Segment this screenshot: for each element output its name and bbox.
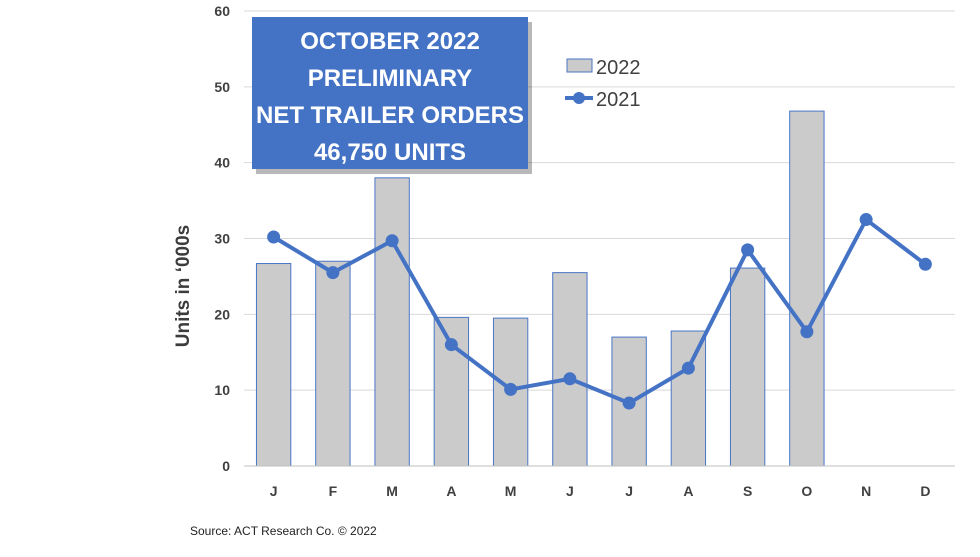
bar xyxy=(670,330,707,467)
y-tick-label: 30 xyxy=(214,231,230,247)
x-tick-label: S xyxy=(743,483,752,499)
bar xyxy=(729,267,766,467)
line-point xyxy=(859,213,873,227)
y-tick-label: 40 xyxy=(214,155,230,171)
bar xyxy=(374,177,410,467)
x-tick-label: O xyxy=(801,483,812,499)
line-point xyxy=(385,234,399,248)
legend-label-2022: 2022 xyxy=(596,57,641,79)
annotation-line: 46,750 UNITS xyxy=(314,139,466,166)
line-point xyxy=(918,257,932,271)
line-point xyxy=(267,230,281,244)
legend-swatch-2022 xyxy=(566,58,593,73)
x-tick-label: D xyxy=(920,483,930,499)
legend-marker-2021 xyxy=(573,92,585,104)
y-tick-label: 0 xyxy=(222,458,230,474)
x-tick-label: M xyxy=(505,483,517,499)
y-tick-label: 10 xyxy=(214,382,230,398)
annotation-background xyxy=(252,17,528,169)
y-axis-label: Units in ‘000s xyxy=(173,225,194,348)
annotation-line: NET TRAILER ORDERS xyxy=(256,102,524,129)
line-point xyxy=(622,396,636,410)
bar xyxy=(789,110,825,467)
line-point xyxy=(741,243,755,257)
line-point xyxy=(444,338,458,352)
bar xyxy=(255,263,292,467)
line-point xyxy=(800,325,814,339)
line-point xyxy=(326,266,340,280)
annotation-line: PRELIMINARY xyxy=(308,65,472,92)
axes: 0 10 20 30 40 50 60 J F M A M J J A S O N D xyxy=(214,3,955,499)
x-tick-label: A xyxy=(446,483,456,499)
x-tick-label: F xyxy=(329,483,338,499)
y-tick-label: 60 xyxy=(214,3,230,19)
x-tick-label: M xyxy=(386,483,398,499)
annotation-box: OCTOBER 2022 PRELIMINARY NET TRAILER ORDER… xyxy=(252,17,532,174)
line-point xyxy=(563,372,577,386)
x-tick-label: J xyxy=(625,483,633,499)
x-tick-label: J xyxy=(566,483,574,499)
y-tick-label: 50 xyxy=(214,79,230,95)
bar xyxy=(552,272,588,467)
legend: 2022 2021 xyxy=(565,57,641,111)
line-point xyxy=(504,382,518,396)
y-tick-label: 20 xyxy=(214,306,230,322)
line-point xyxy=(681,361,695,375)
series-line xyxy=(271,217,928,406)
x-tick-label: A xyxy=(683,483,693,499)
source-note: Source: ACT Research Co. © 2022 xyxy=(190,524,377,538)
x-tick-label: J xyxy=(270,483,278,499)
line-series-2021 xyxy=(267,213,932,410)
annotation-line: OCTOBER 2022 xyxy=(300,28,480,55)
bar xyxy=(315,260,351,467)
x-tick-label: N xyxy=(861,483,871,499)
legend-label-2021: 2021 xyxy=(596,89,641,111)
bar-series-2022 xyxy=(255,110,825,467)
